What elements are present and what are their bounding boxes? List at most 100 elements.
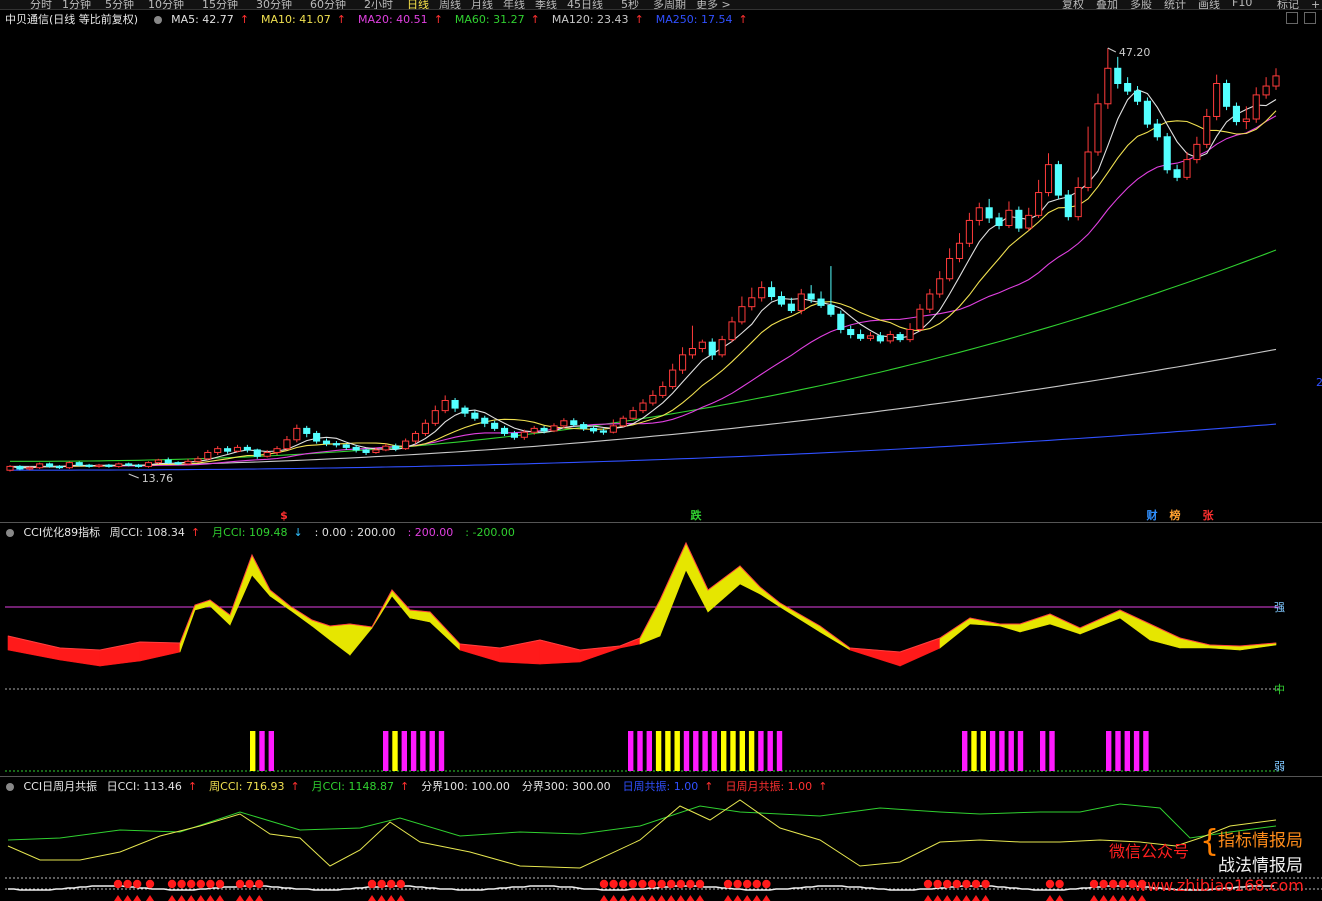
signal-bar [776, 731, 783, 771]
candle-up [6, 465, 14, 472]
resonance-triangle [1046, 895, 1054, 901]
candle-body [411, 432, 420, 442]
candle-body [26, 467, 34, 470]
toolbar-button[interactable]: 标记 [1277, 0, 1299, 10]
resonance-title: CCI日周月共振 [23, 780, 98, 793]
resonance-dot [177, 879, 186, 889]
candle-down [332, 441, 340, 448]
candle-up [1262, 77, 1270, 99]
toolbar-button[interactable]: 复权 [1062, 0, 1084, 10]
candle-down [1133, 86, 1142, 106]
resonance-triangle [733, 895, 742, 901]
cci-legend-item: : -200.00 [465, 526, 521, 539]
indicator-settings-icon[interactable] [6, 783, 14, 791]
ma120-line [10, 348, 1277, 467]
signal-bar [655, 731, 662, 771]
candle-down [342, 443, 350, 450]
candle-body [322, 440, 331, 445]
watermark-line1: 指标情报局 [1218, 831, 1303, 851]
period-tab[interactable]: 季线 [535, 0, 557, 10]
period-tab[interactable]: 15分钟 [202, 0, 238, 10]
watermark-url: www.zhibiao168.com [1134, 876, 1304, 895]
candle-down [708, 338, 716, 360]
candle-up [916, 304, 924, 333]
toolbar-button[interactable]: 叠加 [1096, 0, 1118, 10]
candle-down [857, 329, 865, 341]
candle-down [1143, 97, 1151, 128]
signal-bar [665, 731, 671, 771]
candle-body [105, 464, 113, 467]
period-tab[interactable]: 2小时 [364, 0, 393, 10]
resonance-triangle [396, 895, 405, 901]
cci-band-segment [329, 623, 351, 656]
candle-body [85, 464, 93, 467]
period-tab[interactable]: 1分钟 [62, 0, 91, 10]
resonance-dot [215, 879, 225, 889]
candle-body [965, 219, 973, 244]
period-tab[interactable]: 日线 [407, 0, 429, 10]
candle-up [619, 415, 627, 428]
candle-up [1094, 93, 1102, 156]
period-tab[interactable]: 月线 [471, 0, 493, 10]
candle-down [105, 463, 113, 468]
period-tab[interactable]: 分时 [30, 0, 52, 10]
resonance-triangle [1118, 895, 1127, 901]
cci-band-segment [194, 599, 211, 611]
period-tab[interactable]: 年线 [503, 0, 525, 10]
candle-body [560, 420, 568, 427]
resonance-dot [952, 879, 961, 889]
candle-down [1124, 77, 1132, 95]
resonance-triangle [962, 895, 971, 901]
period-tab[interactable]: 10分钟 [148, 0, 184, 10]
maximize-icon[interactable] [1304, 12, 1316, 24]
toolbar-button[interactable]: 画线 [1198, 0, 1220, 10]
candle-body [777, 296, 786, 305]
period-tab[interactable]: 5秒 [621, 0, 639, 10]
candle-body [461, 407, 469, 414]
resonance-triangle [943, 895, 952, 901]
candle-up [946, 248, 954, 282]
watermark-wechat: 微信公众号 [1109, 842, 1190, 861]
candle-body [1143, 100, 1151, 125]
candle-down [995, 212, 1003, 230]
candle-up [1242, 106, 1250, 130]
candle-up [659, 381, 667, 398]
candle-body [837, 313, 845, 330]
resonance-dot [167, 879, 177, 889]
resonance-triangle [667, 895, 676, 901]
toolbar-button[interactable]: +自选 [1311, 0, 1322, 10]
period-tab[interactable]: 多周期 [653, 0, 686, 10]
candle-body [995, 217, 1003, 227]
signal-bar [1008, 731, 1014, 771]
toolbar-button[interactable]: F10 [1232, 0, 1253, 9]
candle-up [194, 456, 202, 463]
candle-up [402, 438, 410, 450]
restore-icon[interactable] [1286, 12, 1298, 24]
settings-icon[interactable] [153, 16, 162, 24]
period-tab[interactable]: 45日线 [567, 0, 603, 10]
candle-up [154, 458, 162, 464]
candle-body [16, 465, 24, 470]
signal-bar [999, 731, 1005, 771]
candle-body [352, 446, 360, 451]
resonance-dot [752, 879, 761, 889]
up-arrow-icon: ↑ [634, 13, 644, 26]
resonance-dot [743, 879, 752, 889]
candle-body [392, 445, 400, 450]
candle-body [154, 459, 162, 464]
toolbar-button[interactable]: 统计 [1164, 0, 1186, 10]
cci-band-segment [459, 643, 501, 663]
indicator-settings-icon[interactable] [6, 529, 14, 537]
period-tab[interactable]: 30分钟 [256, 0, 292, 10]
candle-body [629, 410, 637, 419]
toolbar-button[interactable]: 多股 [1130, 0, 1152, 10]
candle-body [807, 293, 815, 300]
resonance-triangle [676, 895, 685, 901]
period-tab[interactable]: 5分钟 [105, 0, 134, 10]
period-tab[interactable]: 60分钟 [310, 0, 346, 10]
period-tab[interactable]: 周线 [439, 0, 461, 10]
period-tab[interactable]: 更多 > [696, 0, 731, 10]
cci-legend-item: 月CCI: 109.48 ↓ [212, 526, 309, 539]
candle-body [1203, 115, 1211, 145]
candle-down [55, 465, 64, 469]
